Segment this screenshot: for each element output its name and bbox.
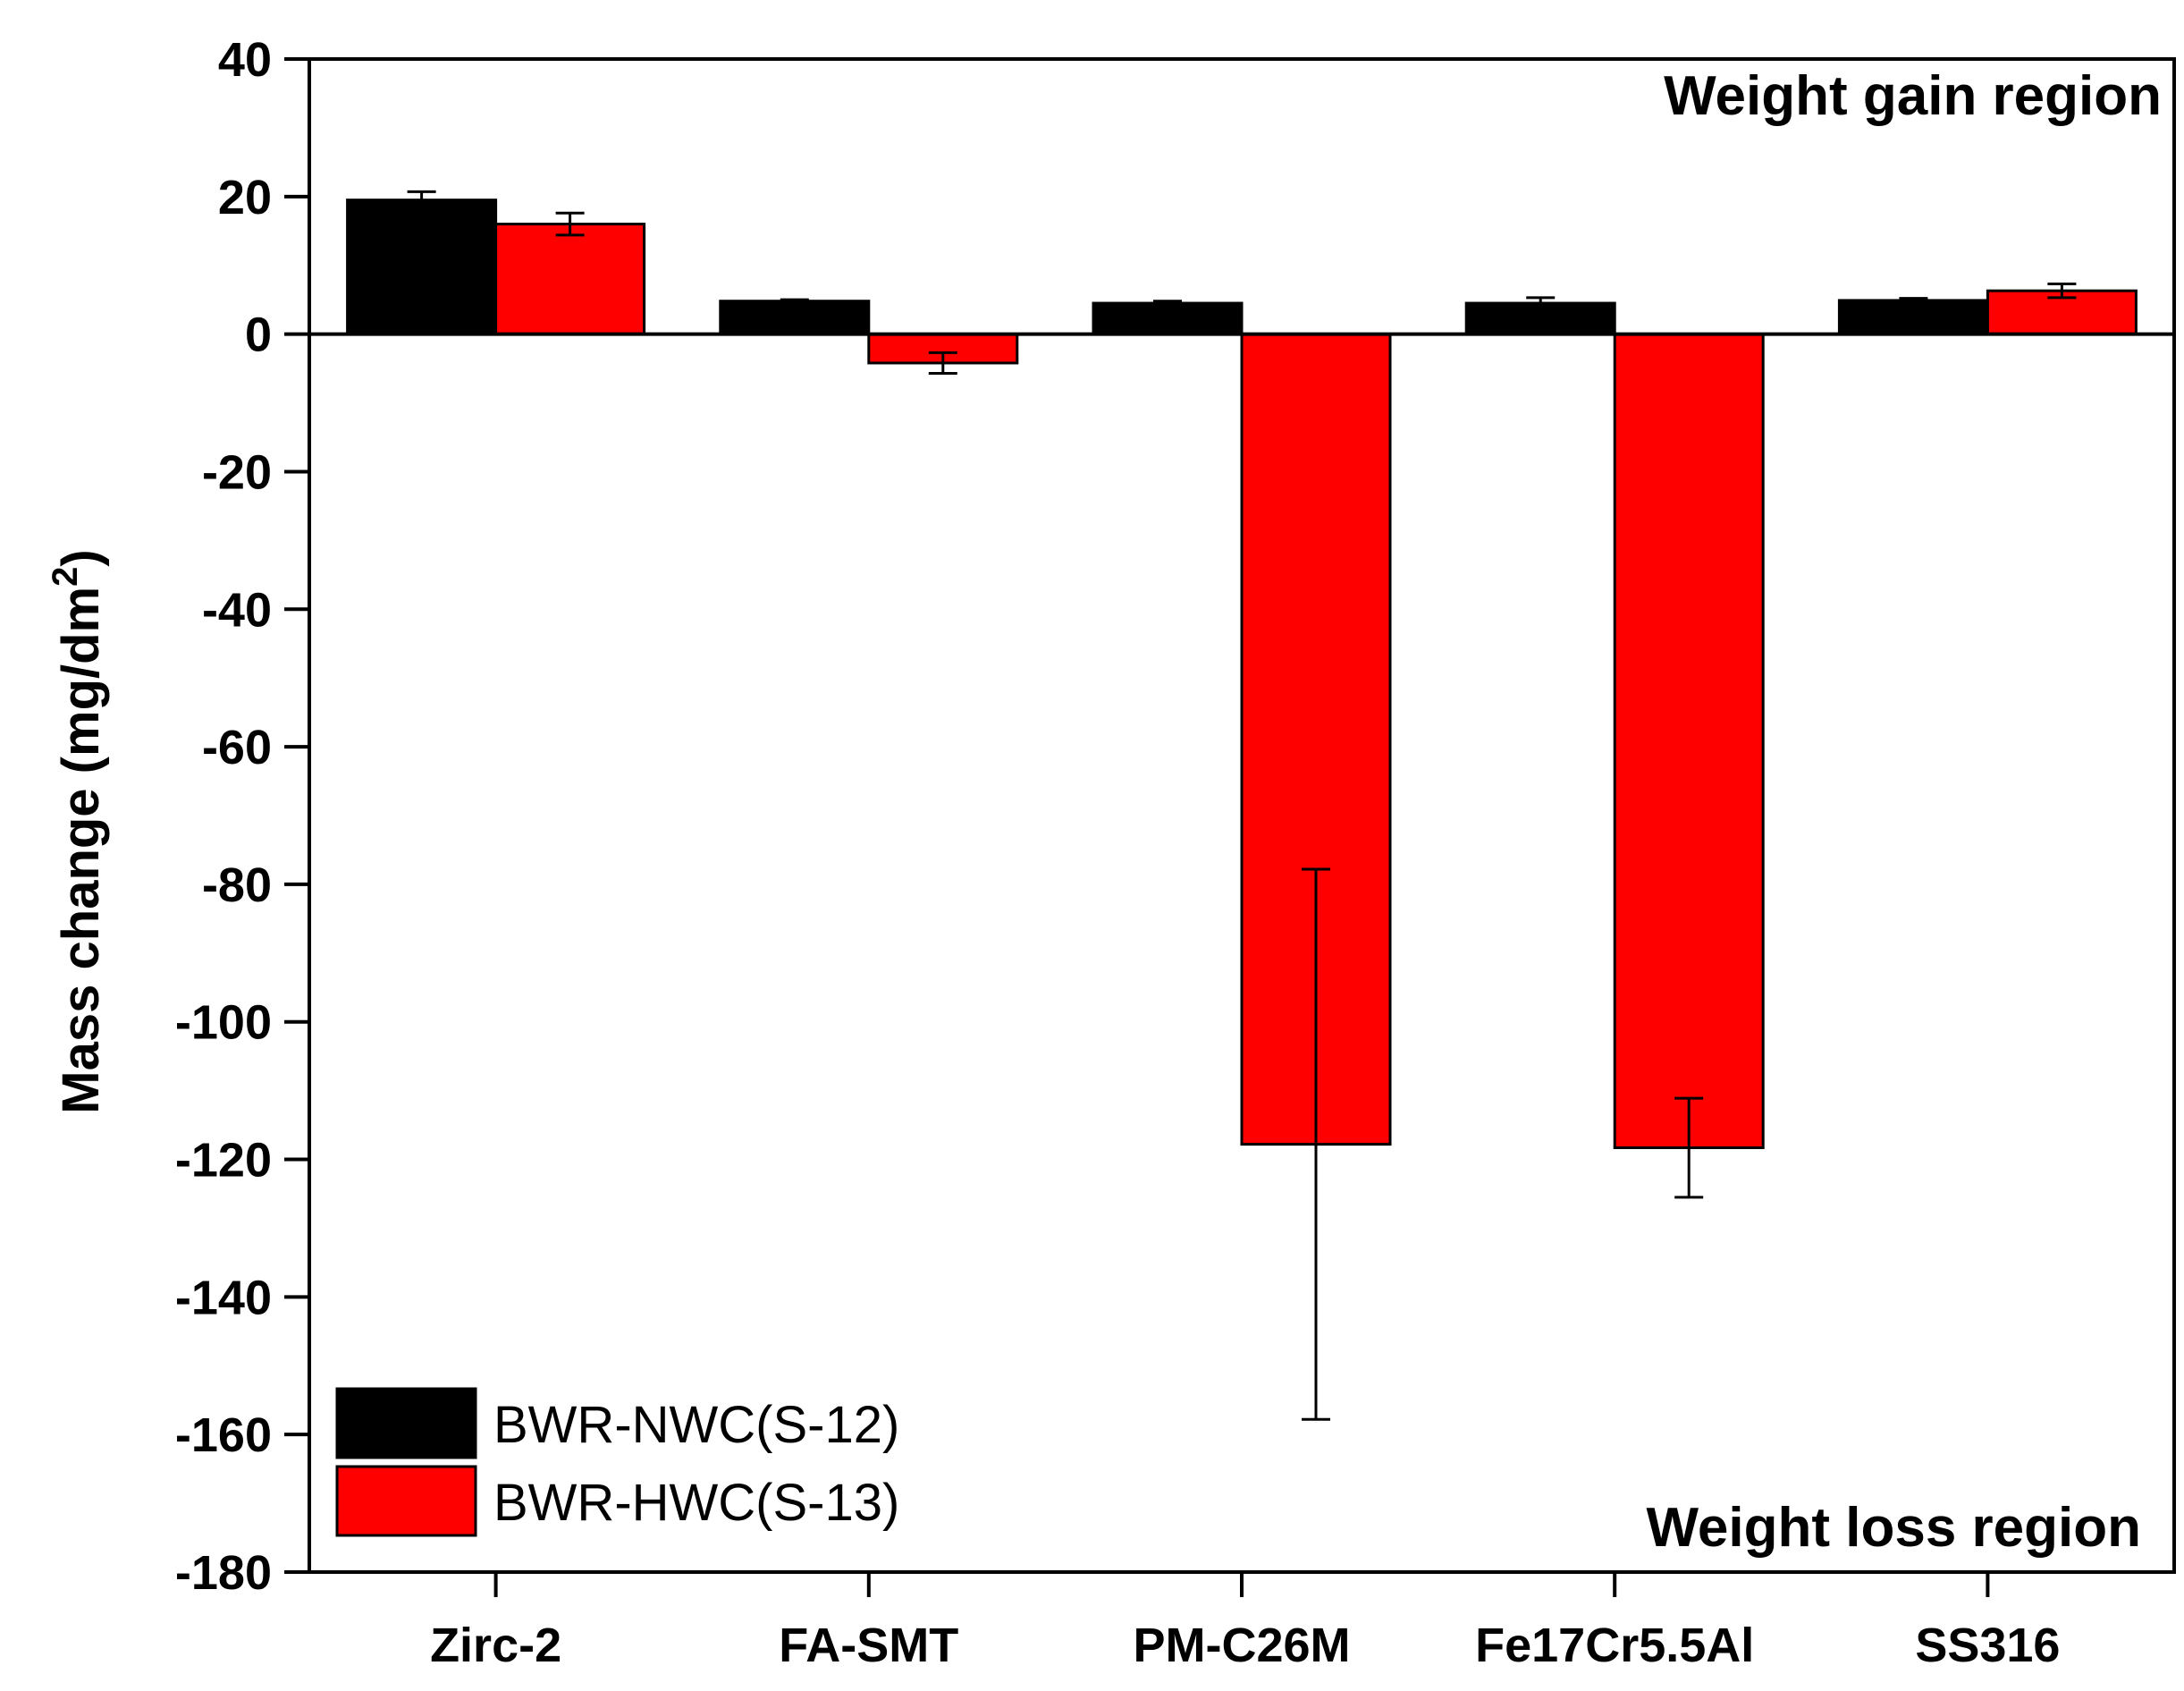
legend-swatch-nwc xyxy=(335,1387,477,1459)
y-tick-label-10: -160 xyxy=(175,1408,272,1462)
y-tick-label-5: -60 xyxy=(202,721,272,774)
plot-frame xyxy=(308,57,2176,1574)
weight-gain-region-label: Weight gain region xyxy=(1664,65,2162,127)
x-tick-label-2: PM-C26M xyxy=(1133,1619,1350,1672)
svg-text:Mass change (mg/dm2): Mass change (mg/dm2) xyxy=(46,549,110,1113)
bar-hwc-0 xyxy=(494,223,646,336)
y-axis-title-superscript: 2 xyxy=(46,567,85,587)
y-axis-title-close: ) xyxy=(52,549,110,566)
legend: BWR-NWC(S-12) BWR-HWC(S-13) xyxy=(335,1387,899,1537)
error-bar-nwc-3 xyxy=(1526,296,1556,310)
y-tick-label-4: -40 xyxy=(202,583,272,637)
bar-hwc-4 xyxy=(1986,289,2138,336)
error-bar-hwc-0 xyxy=(555,211,585,237)
error-bar-hwc-4 xyxy=(2047,282,2077,300)
y-tick-label-8: -120 xyxy=(175,1134,272,1188)
y-tick-label-2: 0 xyxy=(245,309,272,362)
y-tick-label-9: -140 xyxy=(175,1271,272,1324)
legend-label-hwc: BWR-HWC(S-13) xyxy=(493,1474,899,1532)
axes-layer: Zirc-2 FA-SMT PM-C26M Fe17Cr5.5Al SS316 40 20 0… xyxy=(175,33,2176,1672)
y-tick-label-0: 40 xyxy=(218,33,272,87)
y-tick-label-7: -100 xyxy=(175,996,272,1050)
bars-layer xyxy=(346,199,2138,1149)
bar-nwc-4 xyxy=(1837,299,1989,336)
error-bar-nwc-2 xyxy=(1153,300,1182,307)
legend-swatch-hwc xyxy=(335,1465,477,1537)
bar-nwc-1 xyxy=(719,300,871,336)
y-tick-label-11: -180 xyxy=(175,1546,272,1600)
x-tick-label-4: SS316 xyxy=(1915,1619,2060,1672)
y-tick-label-1: 20 xyxy=(218,171,272,224)
error-bar-hwc-3 xyxy=(1674,1096,1704,1199)
y-axis-title: Mass change (mg/dm2) xyxy=(46,549,110,1113)
weight-loss-region-label: Weight loss region xyxy=(1647,1497,2141,1559)
bar-nwc-2 xyxy=(1092,301,1244,336)
error-bar-nwc-1 xyxy=(780,298,809,304)
error-bar-nwc-0 xyxy=(407,190,436,210)
x-tick-label-3: Fe17Cr5.5Al xyxy=(1475,1619,1754,1672)
error-bars-layer xyxy=(407,190,2077,1421)
y-tick-label-3: -20 xyxy=(202,445,272,499)
error-bar-hwc-1 xyxy=(928,351,957,375)
error-bar-hwc-2 xyxy=(1302,867,1330,1421)
y-tick-label-6: -80 xyxy=(202,858,272,912)
legend-label-nwc: BWR-NWC(S-12) xyxy=(493,1396,899,1454)
y-axis-title-text: Mass change (mg/dm xyxy=(52,587,110,1114)
x-tick-label-1: FA-SMT xyxy=(779,1619,958,1672)
bar-nwc-0 xyxy=(346,199,498,336)
x-tick-label-0: Zirc-2 xyxy=(430,1619,561,1672)
error-bar-nwc-4 xyxy=(1899,297,1928,304)
bar-hwc-3 xyxy=(1613,333,1765,1149)
